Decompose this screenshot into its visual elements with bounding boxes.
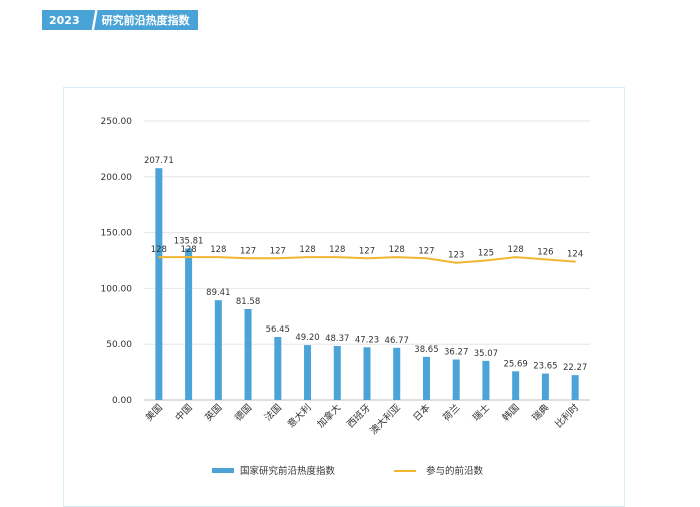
bar-9 xyxy=(422,356,430,400)
x-category-label: 法国 xyxy=(262,402,284,424)
line-point-14 xyxy=(574,260,576,263)
line-value-label: 127 xyxy=(359,246,375,256)
line-point-6 xyxy=(336,256,339,258)
y-tick-label: 250.00 xyxy=(101,117,133,127)
x-category-label: 荷兰 xyxy=(440,402,462,424)
bar-12 xyxy=(512,371,520,400)
line-value-label: 128 xyxy=(299,245,315,255)
x-category-label: 瑞士 xyxy=(470,401,492,423)
line-value-label: 125 xyxy=(478,249,494,259)
legend-swatch-bar xyxy=(212,468,234,473)
header-slash-divider xyxy=(91,10,98,30)
header-slash-decoration xyxy=(87,10,98,30)
legend: 国家研究前沿热度指数 参与的前沿数 xyxy=(212,465,484,477)
x-category-label: 德国 xyxy=(232,402,254,424)
bar-6 xyxy=(333,346,341,400)
header-title: 研究前沿热度指数 xyxy=(93,10,198,30)
x-category-label: 瑞典 xyxy=(530,401,552,423)
y-tick-label: 150.00 xyxy=(101,229,133,239)
line-point-1 xyxy=(187,256,190,258)
x-category-label: 中国 xyxy=(173,402,195,424)
line-value-label: 128 xyxy=(389,245,405,255)
bar-value-label: 25.69 xyxy=(503,359,527,369)
chart-panel: 0.00 50.00 100.00 150.00 200.00 250.00 207.71… xyxy=(63,87,625,507)
line-value-label: 128 xyxy=(180,245,196,255)
line-point-12 xyxy=(514,256,517,258)
bar-4 xyxy=(274,337,282,400)
line-series xyxy=(158,256,576,264)
bar-value-label: 36.27 xyxy=(444,348,468,358)
bar-value-label: 56.45 xyxy=(266,325,290,335)
bar-2 xyxy=(214,300,222,400)
bar-value-label: 89.41 xyxy=(206,288,230,298)
bar-value-label: 46.77 xyxy=(385,336,409,346)
line-point-11 xyxy=(485,259,487,262)
line-value-label: 128 xyxy=(508,245,524,255)
x-category-label: 日本 xyxy=(411,401,433,423)
line-point-2 xyxy=(217,256,220,258)
line-value-label: 123 xyxy=(448,251,464,261)
y-tick-label: 200.00 xyxy=(101,173,133,183)
line-value-label: 127 xyxy=(240,246,256,256)
x-category-label: 英国 xyxy=(203,402,225,424)
bar-value-label: 22.27 xyxy=(563,363,587,373)
line-value-label: 126 xyxy=(537,247,553,257)
bar-11 xyxy=(482,360,490,400)
line-value-label: 124 xyxy=(567,250,583,260)
bar-value-label: 35.07 xyxy=(474,349,498,359)
line-point-7 xyxy=(366,257,368,260)
bar-data-labels: 207.71 135.81 89.41 81.58 56.45 49.20 48.37 47.… xyxy=(144,156,587,373)
legend-label-line: 参与的前沿数 xyxy=(426,465,484,477)
line-value-label: 127 xyxy=(418,246,434,256)
bar-13 xyxy=(541,373,549,400)
bar-value-label: 47.23 xyxy=(355,335,379,345)
bar-value-label: 207.71 xyxy=(144,156,174,166)
bar-value-label: 38.65 xyxy=(414,345,438,355)
bar-5 xyxy=(304,345,312,400)
bar-value-label: 49.20 xyxy=(295,333,319,343)
bar-value-label: 135.81 xyxy=(174,236,204,246)
y-tick-label: 50.00 xyxy=(106,340,132,350)
line-point-9 xyxy=(425,257,428,260)
x-category-label: 加拿大 xyxy=(315,401,344,430)
bar-10 xyxy=(452,359,460,400)
bar-0 xyxy=(155,168,163,400)
bar-7 xyxy=(363,347,371,400)
x-category-label: 比利时 xyxy=(553,401,582,430)
header-year: 2023 xyxy=(42,10,88,30)
line-data-labels: 128 128 128 127 127 128 128 127 128 127 123 125 128 1… xyxy=(151,245,584,261)
line-point-4 xyxy=(277,257,279,260)
y-tick-label: 100.00 xyxy=(101,284,133,294)
line-value-label: 127 xyxy=(270,246,286,256)
line-point-5 xyxy=(306,256,309,258)
line-point-13 xyxy=(544,258,547,261)
bar-14 xyxy=(571,375,579,400)
x-category-label: 西班牙 xyxy=(344,402,373,431)
line-point-3 xyxy=(247,257,249,260)
line-point-10 xyxy=(455,261,458,264)
x-category-label: 美国 xyxy=(143,402,165,424)
bar-series xyxy=(155,168,579,400)
bar-8 xyxy=(393,347,401,400)
bar-1 xyxy=(185,248,193,400)
line-point-0 xyxy=(158,256,160,258)
chart-svg: 0.00 50.00 100.00 150.00 200.00 250.00 207.71… xyxy=(101,117,590,477)
y-axis-ticks: 0.00 50.00 100.00 150.00 200.00 250.00 xyxy=(101,117,133,406)
bar-value-label: 48.37 xyxy=(325,334,349,344)
bar-value-label: 81.58 xyxy=(236,297,260,307)
line-value-label: 128 xyxy=(210,245,226,255)
line-value-label: 128 xyxy=(151,245,167,255)
x-category-label: 澳大利亚 xyxy=(367,401,403,437)
line-point-8 xyxy=(395,256,398,258)
section-header: 2023 研究前沿热度指数 xyxy=(42,10,198,30)
bar-value-label: 23.65 xyxy=(533,362,557,372)
y-tick-label: 0.00 xyxy=(112,396,132,406)
x-category-label: 意大利 xyxy=(285,402,314,431)
x-category-label: 韩国 xyxy=(500,402,522,424)
line-value-label: 128 xyxy=(329,245,345,255)
bar-3 xyxy=(244,308,252,400)
legend-label-bar: 国家研究前沿热度指数 xyxy=(240,465,336,477)
